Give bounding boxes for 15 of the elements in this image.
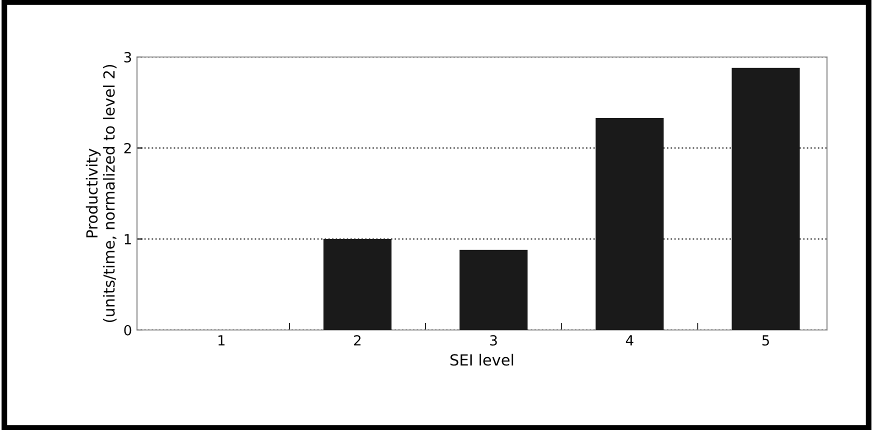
- bar: [323, 239, 392, 330]
- y-tick-label: 0: [124, 324, 132, 336]
- x-tick-label: 2: [354, 335, 360, 346]
- y-tick-label: 2: [124, 142, 131, 154]
- x-axis-title: SEI level: [450, 354, 514, 366]
- y-axis-title: Productivity (units/time, normalized to level 2): [86, 64, 117, 322]
- bar: [596, 118, 664, 330]
- bar: [732, 68, 800, 330]
- y-tick-label: 1: [124, 234, 131, 244]
- bar: [460, 250, 528, 330]
- y-tick-label: 3: [124, 52, 132, 62]
- x-tick-label: 1: [218, 335, 225, 346]
- x-tick-label: 4: [626, 335, 634, 346]
- x-tick-label: 5: [762, 335, 769, 346]
- x-tick-label: 3: [490, 335, 497, 346]
